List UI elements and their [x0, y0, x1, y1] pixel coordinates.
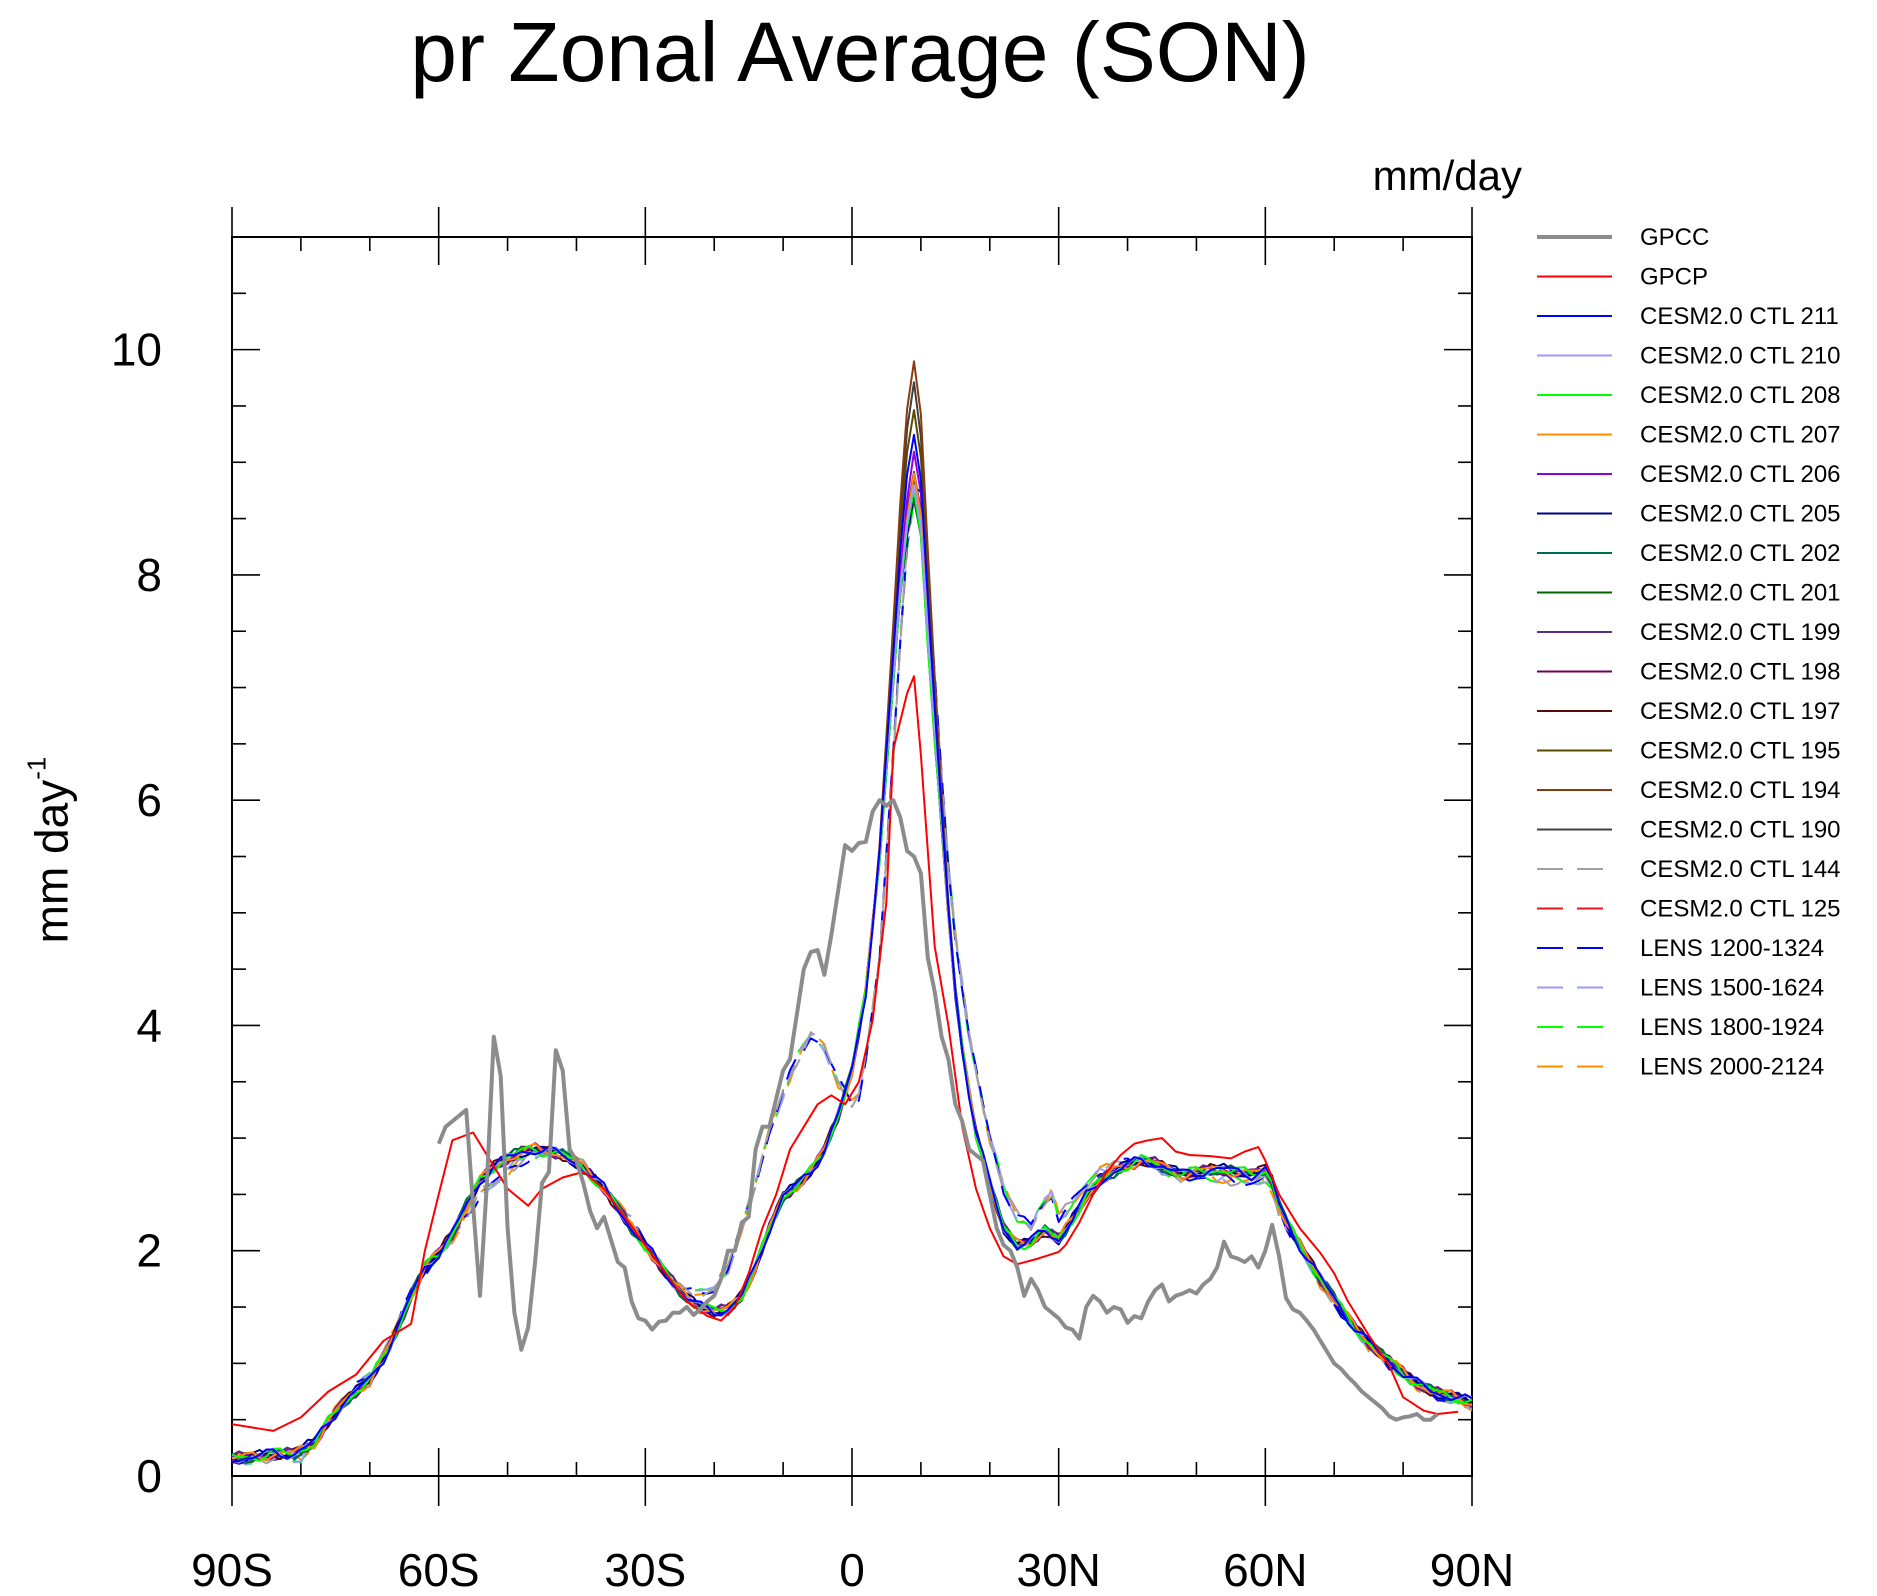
plot-series	[231, 360, 1473, 1466]
y-tick-label: 10	[111, 324, 162, 376]
y-tick-label: 8	[136, 549, 162, 601]
series-line-cesm2-0-ctl-195	[231, 409, 1473, 1463]
legend-label: GPCP	[1640, 264, 1708, 291]
legend-label: CESM2.0 CTL 211	[1640, 303, 1839, 330]
legend-label: LENS 1200-1324	[1640, 935, 1824, 962]
legend-label: GPCC	[1640, 224, 1709, 251]
series-line-cesm2-0-ctl-125	[231, 478, 1473, 1462]
x-tick-label: 60N	[1223, 1544, 1307, 1596]
legend-label: CESM2.0 CTL 198	[1640, 659, 1841, 686]
legend-label: LENS 1500-1624	[1640, 975, 1824, 1002]
series-line-cesm2-0-ctl-144	[231, 478, 1473, 1465]
series-line-gpcc	[436, 798, 1439, 1422]
chart-title: pr Zonal Average (SON)	[410, 5, 1310, 99]
legend-label: CESM2.0 CTL 202	[1640, 540, 1841, 567]
series-line-cesm2-0-ctl-205	[231, 491, 1473, 1463]
legend: GPCC GPCP CESM2.0 CTL 211 CESM2.0 CTL 210 CE…	[1537, 224, 1841, 1081]
series-line-cesm2-0-ctl-208	[231, 489, 1473, 1462]
legend-label: CESM2.0 CTL 125	[1640, 896, 1841, 923]
legend-label: LENS 2000-2124	[1640, 1054, 1824, 1081]
y-tick-label: 0	[136, 1450, 162, 1502]
x-tick-label: 90N	[1430, 1544, 1514, 1596]
series-line-cesm2-0-ctl-211	[231, 433, 1473, 1463]
legend-label: CESM2.0 CTL 194	[1640, 777, 1841, 804]
series-line-cesm2-0-ctl-207	[231, 472, 1473, 1462]
x-tick-label: 30N	[1016, 1544, 1100, 1596]
legend-label: CESM2.0 CTL 197	[1640, 698, 1841, 725]
legend-label: CESM2.0 CTL 205	[1640, 501, 1841, 528]
legend-label: CESM2.0 CTL 201	[1640, 580, 1841, 607]
series-line-lens-1500-1624	[231, 491, 1473, 1466]
y-tick-label: 2	[136, 1225, 162, 1277]
series-line-cesm2-0-ctl-201	[231, 498, 1473, 1464]
series-line-lens-2000-2124	[231, 491, 1473, 1463]
legend-label: CESM2.0 CTL 208	[1640, 382, 1841, 409]
legend-label: LENS 1800-1924	[1640, 1014, 1824, 1041]
legend-label: CESM2.0 CTL 207	[1640, 422, 1841, 449]
x-tick-label: 30S	[604, 1544, 686, 1596]
legend-label: CESM2.0 CTL 210	[1640, 343, 1841, 370]
series-line-cesm2-0-ctl-202	[231, 486, 1473, 1465]
series-line-cesm2-0-ctl-198	[231, 476, 1473, 1461]
legend-label: CESM2.0 CTL 190	[1640, 817, 1841, 844]
plot-axes: 0 2 4 6 8 10 90S 60S 30S 0 30N 60N 90N	[111, 207, 1514, 1596]
series-line-cesm2-0-ctl-210	[231, 484, 1473, 1464]
legend-label: CESM2.0 CTL 199	[1640, 619, 1841, 646]
series-line-cesm2-0-ctl-206	[231, 450, 1473, 1462]
legend-label: CESM2.0 CTL 206	[1640, 461, 1841, 488]
y-tick-label: 4	[136, 999, 162, 1051]
series-line-cesm2-0-ctl-197	[231, 487, 1473, 1465]
y-tick-label: 6	[136, 774, 162, 826]
series-line-lens-1200-1324	[231, 485, 1473, 1465]
units-label: mm/day	[1372, 152, 1522, 199]
legend-label: CESM2.0 CTL 195	[1640, 738, 1841, 765]
series-line-gpcp	[231, 675, 1459, 1432]
series-line-cesm2-0-ctl-199	[231, 470, 1473, 1461]
series-line-lens-1800-1924	[231, 498, 1473, 1466]
legend-label: CESM2.0 CTL 144	[1640, 856, 1841, 883]
x-tick-label: 60S	[398, 1544, 480, 1596]
x-tick-label: 0	[839, 1544, 865, 1596]
x-tick-label: 90S	[191, 1544, 273, 1596]
